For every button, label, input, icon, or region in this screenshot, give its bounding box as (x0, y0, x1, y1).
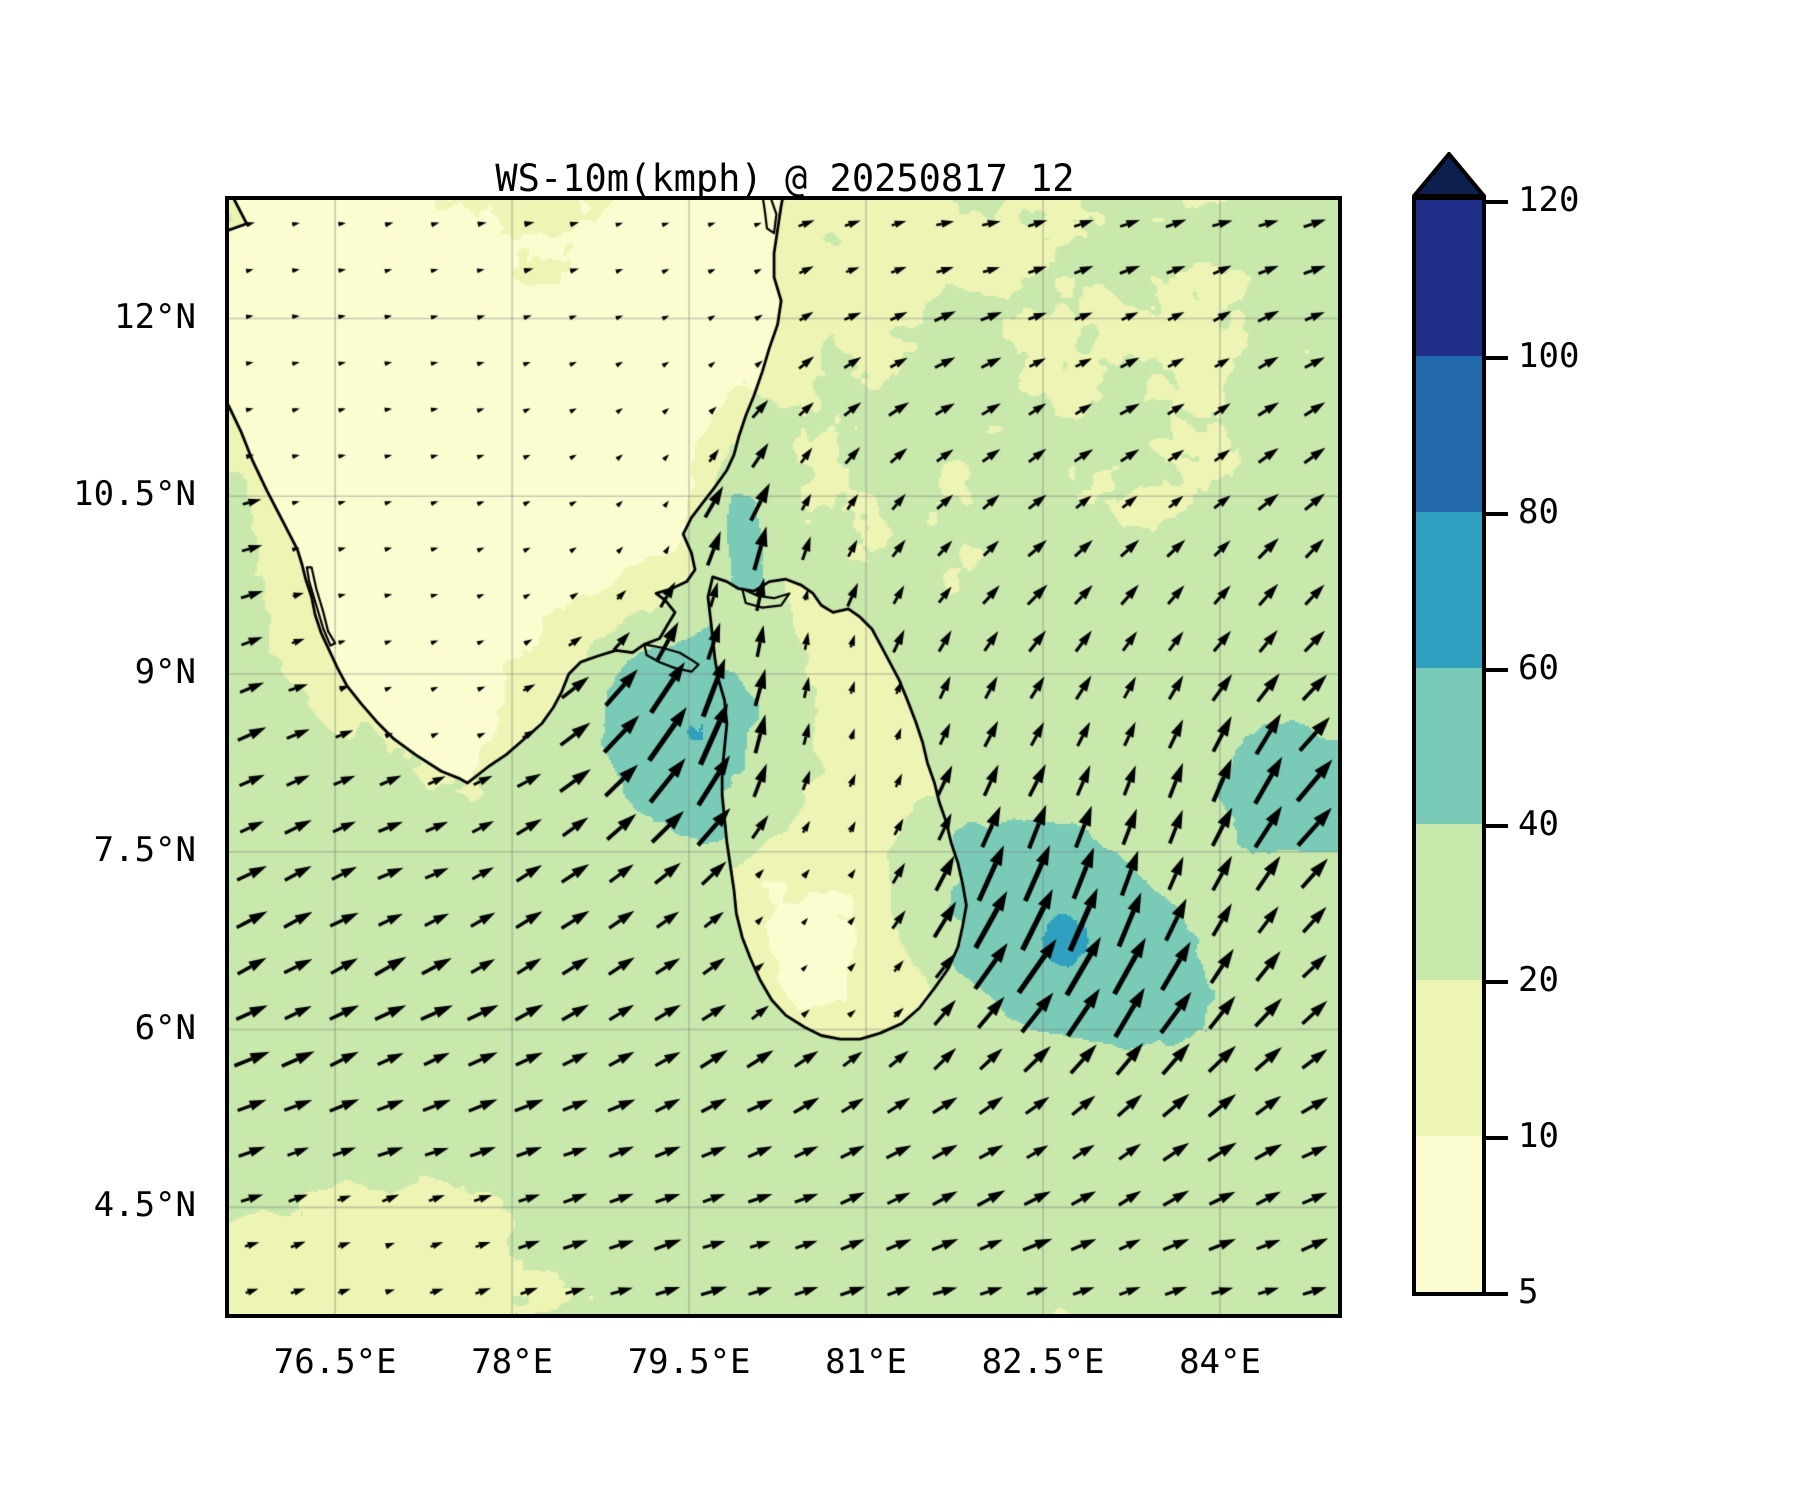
x-tick-label: 76.5°E (273, 1342, 397, 1382)
colorbar-band (1416, 823, 1482, 980)
colorbar-tick-label: 120 (1518, 180, 1580, 220)
x-tick-label: 78°E (471, 1342, 554, 1382)
colorbar-tick-mark (1486, 1292, 1508, 1296)
colorbar-tick-mark (1486, 356, 1508, 360)
y-tick-label: 9°N (134, 652, 196, 693)
title-line-1: WS-10m(kmph) @ 20250817_12 (495, 157, 1075, 201)
colorbar-tick-mark (1486, 512, 1508, 516)
colorbar-tick-label: 20 (1518, 960, 1559, 1000)
colorbar-gradient (1412, 196, 1486, 1296)
colorbar-band (1416, 1135, 1482, 1292)
colorbar-tick-label: 80 (1518, 492, 1559, 532)
colorbar-tick-mark (1486, 824, 1508, 828)
colorbar-tick-mark (1486, 200, 1508, 204)
colorbar-tick-label: 100 (1518, 336, 1580, 376)
colorbar-band (1416, 200, 1482, 356)
y-tick-label: 7.5°N (93, 829, 196, 870)
colorbar-band (1416, 511, 1482, 668)
colorbar-extend-arrow-icon (1412, 152, 1486, 198)
colorbar-band (1416, 667, 1482, 824)
colorbar[interactable]: 5 10 20 40 60 80 100 120 (1412, 152, 1712, 1352)
wind-speed-map (229, 200, 1338, 1314)
colorbar-tick-label: 60 (1518, 648, 1559, 688)
colorbar-tick-mark (1486, 980, 1508, 984)
x-tick-label: 84°E (1179, 1342, 1261, 1382)
colorbar-band (1416, 355, 1482, 512)
colorbar-tick-label: 40 (1518, 804, 1559, 844)
x-tick-label: 82.5°E (981, 1342, 1105, 1382)
colorbar-tick-mark (1486, 1136, 1508, 1140)
x-tick-label: 81°E (825, 1342, 908, 1382)
x-tick-label: 79.5°E (627, 1342, 751, 1382)
y-tick-label: 6°N (134, 1007, 196, 1048)
colorbar-tick-label: 10 (1518, 1116, 1559, 1156)
map-plot-area[interactable] (225, 196, 1342, 1318)
y-tick-label: 12°N (114, 296, 196, 337)
y-tick-label: 10.5°N (73, 474, 196, 515)
colorbar-band (1416, 979, 1482, 1136)
y-tick-label: 4.5°N (93, 1185, 196, 1226)
colorbar-tick-mark (1486, 668, 1508, 672)
colorbar-tick-label: 5 (1518, 1272, 1539, 1312)
